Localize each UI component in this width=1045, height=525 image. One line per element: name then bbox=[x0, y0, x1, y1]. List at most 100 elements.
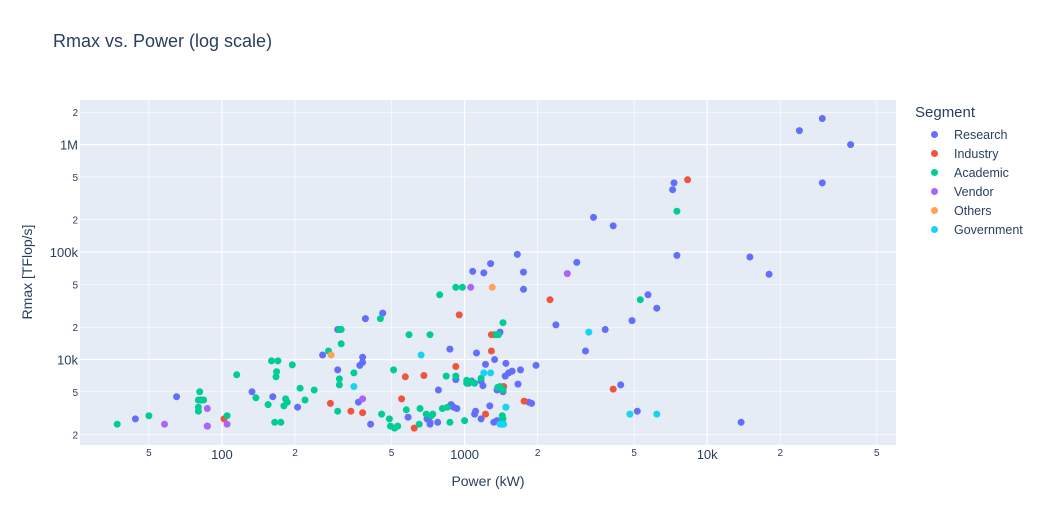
data-point bbox=[442, 372, 450, 380]
x-tick-label: 5 bbox=[874, 448, 880, 459]
data-point bbox=[194, 396, 202, 404]
data-point bbox=[359, 353, 367, 361]
data-point bbox=[520, 397, 528, 405]
legend-label: Government bbox=[954, 222, 1023, 237]
data-point bbox=[609, 385, 617, 393]
y-tick-label: 5 bbox=[72, 173, 78, 184]
data-point bbox=[795, 127, 803, 135]
data-point bbox=[436, 291, 444, 299]
data-point bbox=[401, 373, 409, 381]
data-point bbox=[326, 399, 334, 407]
data-point bbox=[269, 393, 277, 401]
data-point bbox=[301, 396, 309, 404]
data-point bbox=[443, 403, 451, 411]
data-point bbox=[563, 270, 571, 278]
data-point bbox=[673, 207, 681, 215]
data-point bbox=[334, 407, 342, 415]
x-tick-label: 100 bbox=[211, 447, 233, 462]
data-point bbox=[487, 260, 495, 268]
data-point bbox=[461, 417, 469, 425]
data-point bbox=[337, 326, 345, 333]
series-government bbox=[350, 328, 661, 428]
data-point bbox=[673, 251, 681, 259]
data-point bbox=[480, 369, 488, 377]
data-point bbox=[203, 405, 211, 412]
data-point bbox=[490, 418, 498, 426]
legend-marker bbox=[931, 188, 938, 195]
series-vendor bbox=[161, 270, 571, 430]
x-tick-label: 10k bbox=[697, 447, 718, 462]
legend-item-government[interactable]: Government bbox=[915, 220, 1023, 239]
data-point bbox=[350, 369, 358, 377]
plot-area bbox=[80, 100, 896, 445]
data-point bbox=[385, 415, 393, 423]
data-point bbox=[617, 381, 625, 389]
data-point bbox=[145, 412, 153, 420]
data-point bbox=[264, 401, 272, 409]
x-tick-label: 2 bbox=[535, 448, 541, 459]
data-point bbox=[477, 415, 485, 423]
data-point bbox=[520, 285, 527, 293]
legend-item-vendor[interactable]: Vendor bbox=[915, 182, 1023, 201]
data-point bbox=[500, 420, 508, 428]
data-point bbox=[446, 418, 454, 426]
legend-item-industry[interactable]: Industry bbox=[915, 144, 1023, 163]
y-tick-label: 2 bbox=[72, 108, 78, 119]
data-point bbox=[452, 372, 460, 380]
data-point bbox=[486, 402, 494, 410]
data-point bbox=[131, 415, 139, 423]
legend-item-others[interactable]: Others bbox=[915, 201, 1023, 220]
data-point bbox=[402, 406, 410, 414]
data-point bbox=[477, 374, 485, 382]
data-point bbox=[361, 315, 369, 323]
x-gridlines bbox=[148, 100, 878, 445]
data-point bbox=[513, 250, 521, 258]
data-point bbox=[410, 424, 418, 432]
legend-label: Academic bbox=[954, 165, 1009, 180]
data-point bbox=[552, 321, 560, 329]
data-point bbox=[252, 394, 260, 402]
data-point bbox=[426, 331, 434, 339]
data-point bbox=[272, 373, 280, 381]
data-point bbox=[452, 283, 460, 291]
y-tick-label: 2 bbox=[72, 216, 78, 227]
data-point bbox=[633, 407, 641, 415]
data-point bbox=[495, 331, 502, 339]
data-point bbox=[746, 253, 754, 261]
x-tick-labels: 5 100 2 5 1000 2 5 10k 2 5 bbox=[146, 447, 880, 462]
data-point bbox=[415, 420, 423, 428]
data-point bbox=[196, 388, 204, 396]
data-point bbox=[499, 386, 507, 394]
data-point bbox=[582, 347, 589, 355]
legend-item-research[interactable]: Research bbox=[915, 125, 1023, 144]
data-point bbox=[684, 176, 692, 184]
data-point bbox=[429, 410, 437, 418]
data-point bbox=[327, 351, 335, 359]
data-point bbox=[335, 375, 343, 383]
data-point bbox=[502, 359, 510, 367]
data-point bbox=[194, 407, 202, 415]
legend-item-academic[interactable]: Academic bbox=[915, 163, 1023, 182]
data-point bbox=[501, 372, 509, 380]
data-point bbox=[473, 349, 480, 357]
y-tick-label: 2 bbox=[72, 323, 78, 334]
series-others bbox=[327, 283, 496, 359]
y-axis-label: Rmax [TFlop/s] bbox=[19, 225, 35, 320]
data-point bbox=[520, 268, 527, 276]
data-point bbox=[434, 386, 442, 394]
data-point bbox=[173, 393, 181, 401]
data-point bbox=[294, 403, 302, 411]
y-tick-label: 5 bbox=[72, 280, 78, 291]
data-point bbox=[248, 388, 256, 396]
data-point bbox=[499, 319, 507, 327]
data-point bbox=[669, 186, 677, 194]
data-point bbox=[223, 420, 231, 428]
data-point bbox=[378, 410, 386, 418]
data-point bbox=[585, 328, 593, 336]
data-point bbox=[203, 422, 211, 430]
data-point bbox=[653, 304, 661, 312]
data-point bbox=[491, 356, 499, 363]
data-point bbox=[359, 409, 367, 417]
data-point bbox=[472, 407, 480, 415]
y-gridlines bbox=[80, 111, 896, 435]
